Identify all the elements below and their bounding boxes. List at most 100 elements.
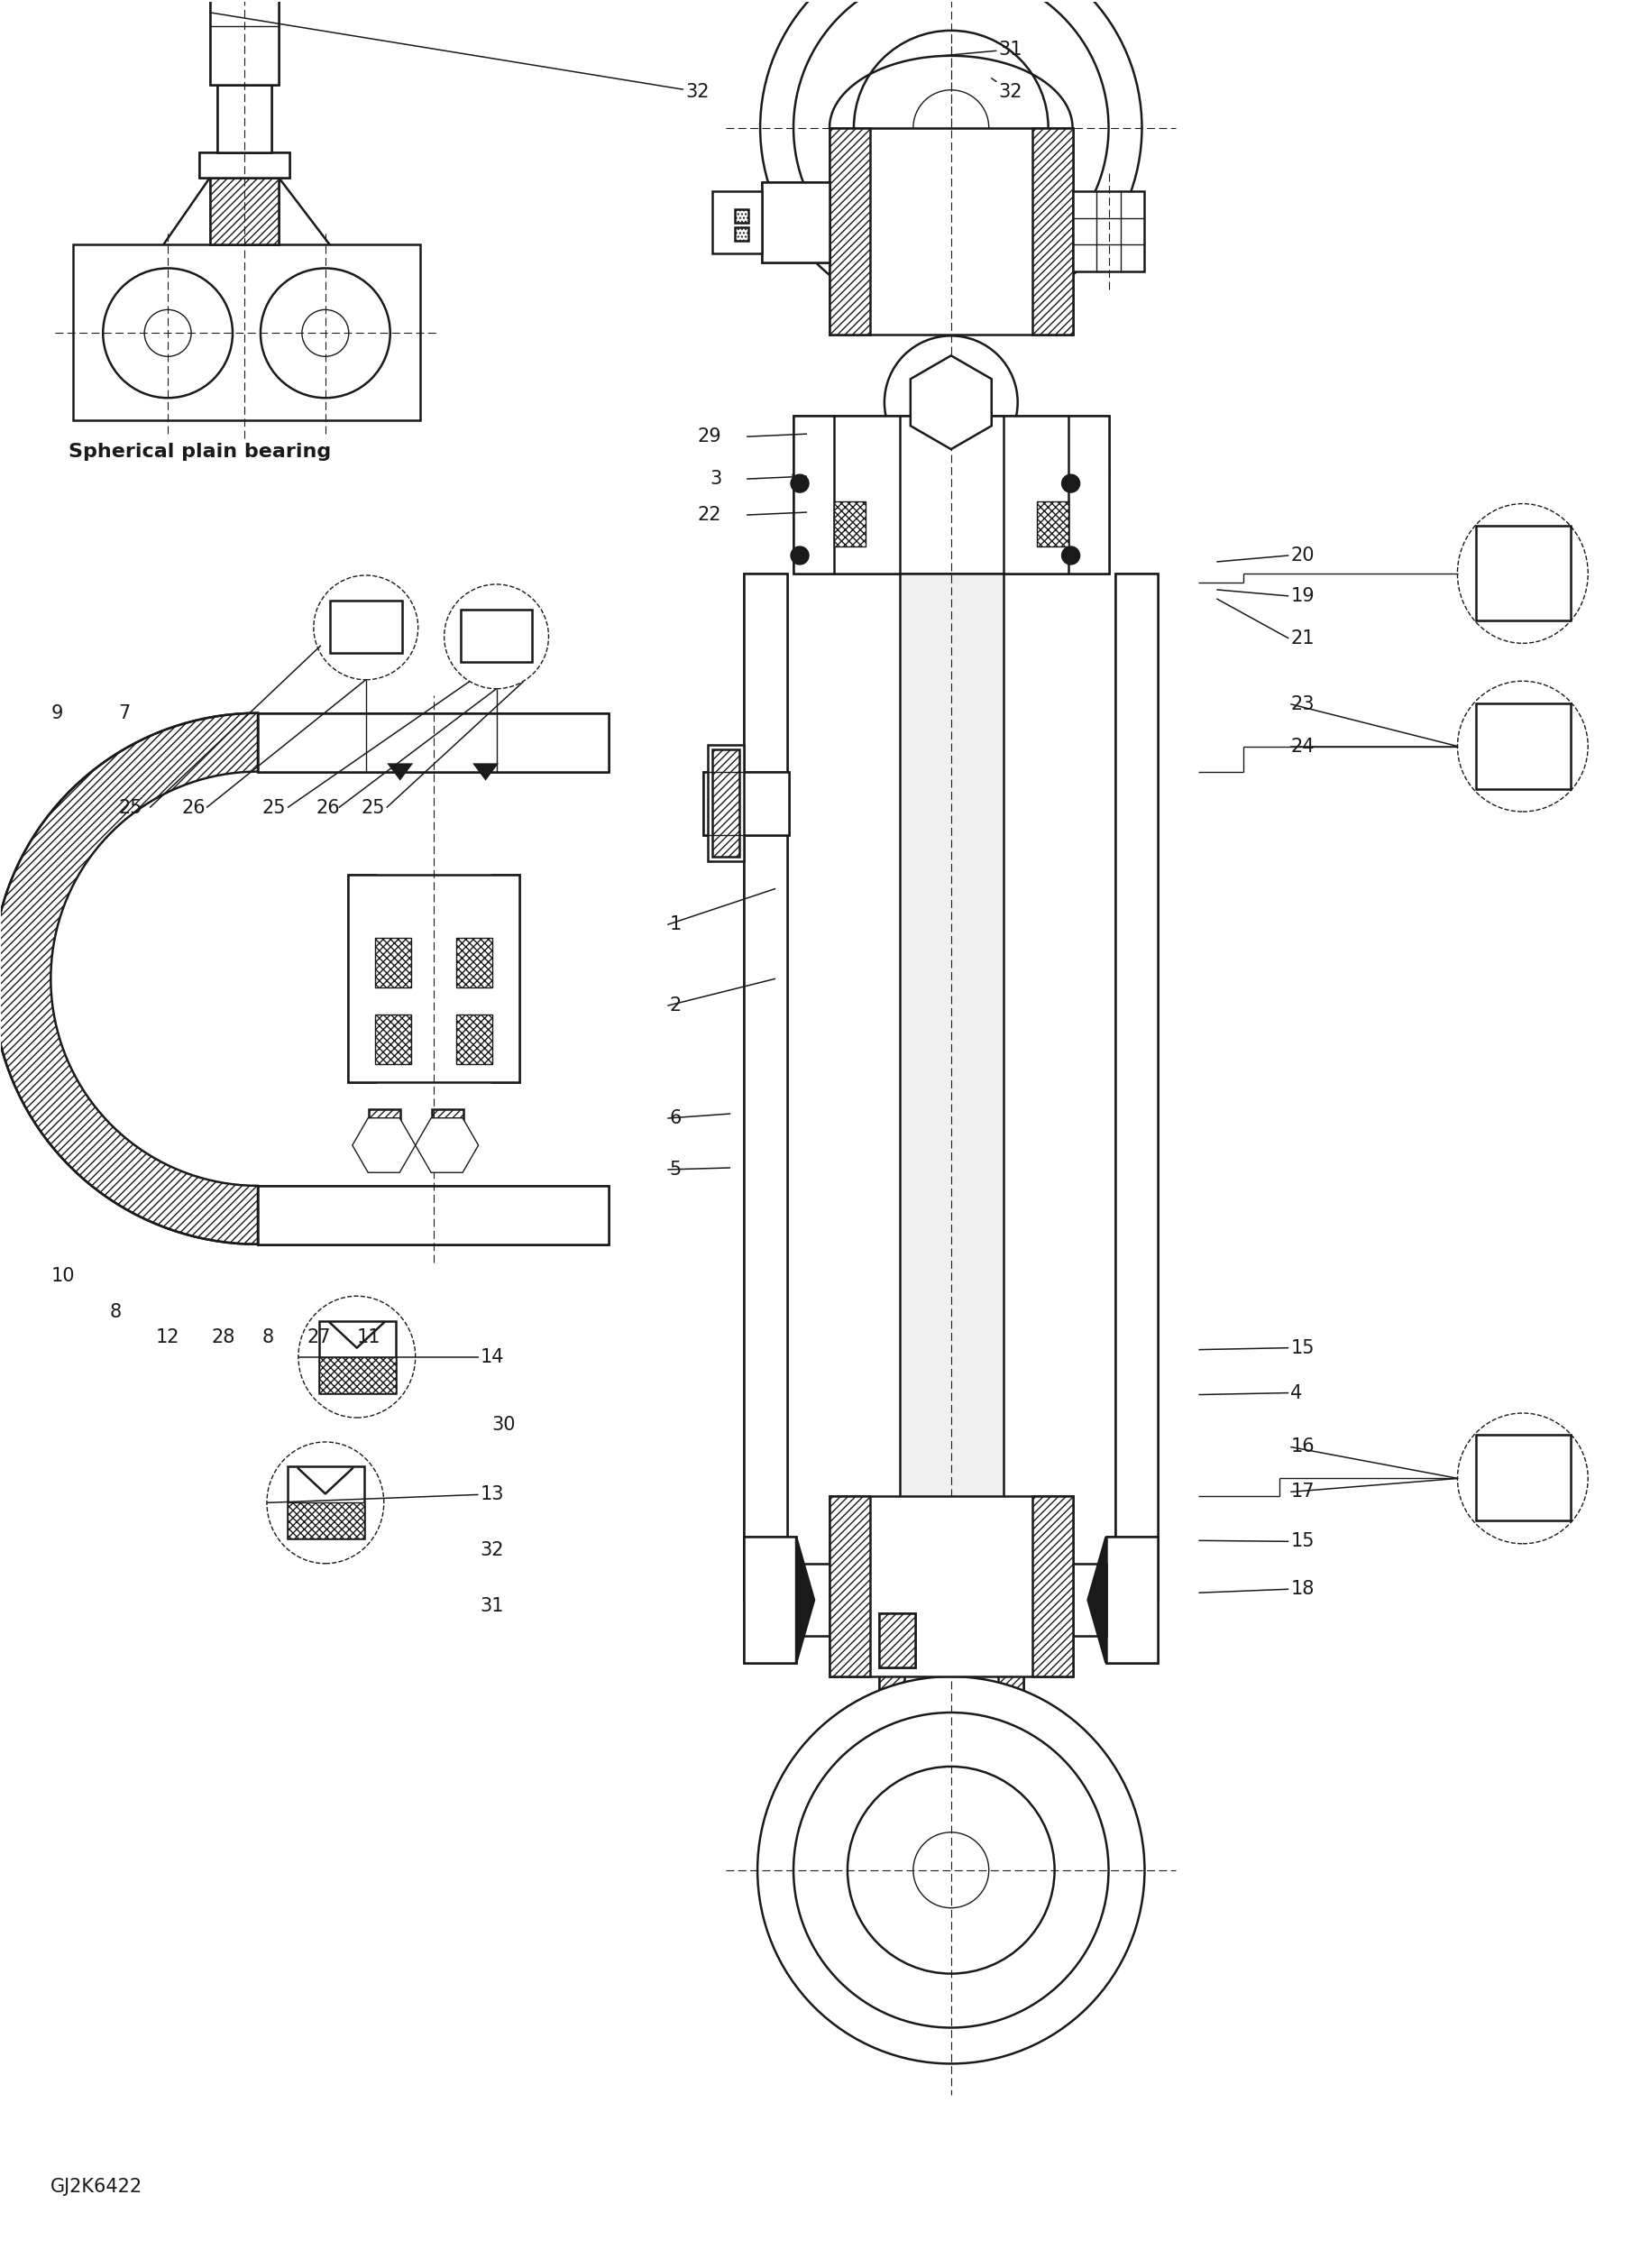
Bar [432,1109,464,1154]
Text: 27: 27 [307,1329,332,1347]
Text: 30: 30 [492,1415,516,1433]
Bar [1475,526,1571,621]
Bar [210,177,279,245]
Text: 25: 25 [262,798,285,816]
Bar [797,1565,846,1635]
Bar [1056,1565,1106,1635]
Bar [348,875,375,1082]
Bar [287,1504,365,1538]
Text: 14: 14 [480,1347,505,1365]
Text: Spherical plain bearing: Spherical plain bearing [69,442,332,460]
Circle shape [794,0,1109,286]
Text: 15: 15 [1290,1533,1315,1551]
Bar [713,191,762,254]
Text: 7: 7 [119,703,130,721]
Circle shape [761,0,1142,320]
Text: 18: 18 [1290,1581,1313,1599]
Polygon shape [794,424,833,474]
Text: GJ2K6422: GJ2K6422 [51,2177,144,2195]
Bar [899,415,1003,574]
Bar [899,574,1003,1599]
Circle shape [790,547,808,565]
Bar [330,601,403,653]
Circle shape [1061,474,1079,492]
Polygon shape [353,1118,416,1173]
Bar [218,84,271,152]
Bar [257,1186,609,1245]
Text: 4: 4 [1290,1383,1302,1402]
Text: 24: 24 [1290,737,1315,755]
Bar [492,875,518,1082]
Bar [1475,1436,1571,1522]
Text: 32: 32 [210,14,710,100]
Bar [794,415,833,574]
Bar [375,939,411,987]
Bar [257,712,609,771]
Bar [1056,1565,1106,1635]
Bar [455,1014,492,1064]
Text: 10: 10 [51,1268,74,1286]
Bar [1072,191,1145,272]
Bar [460,610,533,662]
Bar [1036,501,1068,547]
Bar [210,0,279,84]
Bar [257,1186,609,1245]
Text: 32: 32 [480,1542,505,1560]
Ellipse shape [299,1295,416,1418]
Ellipse shape [1457,1413,1587,1545]
Bar [744,1538,797,1662]
Circle shape [790,474,808,492]
Circle shape [757,1676,1145,2064]
Bar [703,771,789,835]
Bar [879,1662,904,1789]
Bar [73,245,419,420]
Circle shape [145,311,191,356]
Text: 31: 31 [942,41,1023,59]
Polygon shape [416,1118,479,1173]
Bar [1106,1538,1158,1662]
Text: 26: 26 [317,798,340,816]
Text: 17: 17 [1290,1483,1315,1501]
Bar [1475,703,1571,789]
Bar [287,1467,365,1538]
Text: 2: 2 [670,996,681,1014]
Ellipse shape [1457,503,1587,644]
Polygon shape [1068,424,1109,474]
Bar [830,1497,870,1676]
Bar [734,209,749,222]
Bar [1106,1538,1158,1662]
Text: 9: 9 [51,703,63,721]
Bar [830,1497,1072,1676]
Text: 20: 20 [1290,547,1315,565]
Circle shape [1061,547,1079,565]
Bar [744,574,787,1599]
Polygon shape [911,356,992,449]
Bar [1068,415,1109,574]
Circle shape [912,91,988,166]
Text: 25: 25 [119,798,142,816]
Text: 23: 23 [1290,694,1315,712]
Bar [879,1613,916,1667]
Bar [200,152,289,177]
Bar [879,1662,1023,1789]
Bar [846,1538,1056,1662]
Polygon shape [0,712,257,1245]
Bar [210,177,279,245]
Bar [330,601,403,653]
Text: 25: 25 [361,798,384,816]
Text: 26: 26 [182,798,205,816]
Bar [1475,526,1571,621]
Text: 12: 12 [157,1329,180,1347]
Bar [210,0,279,84]
Bar [879,1613,916,1667]
Bar [1115,574,1158,1599]
Bar [998,1662,1023,1789]
Polygon shape [1087,1538,1106,1662]
Text: 8: 8 [109,1302,120,1320]
Bar [708,744,744,862]
Bar [830,127,870,336]
Circle shape [853,29,1048,225]
Bar [744,574,787,1599]
Bar [375,1014,411,1064]
Text: 6: 6 [670,1109,681,1127]
